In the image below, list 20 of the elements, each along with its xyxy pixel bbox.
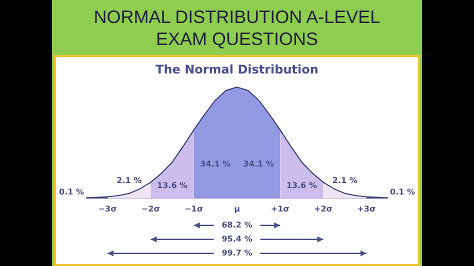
annotation: 2.1 % xyxy=(332,176,358,185)
text: 0.1 % xyxy=(390,187,415,196)
annotation: 13.6 % xyxy=(157,181,188,190)
x-tick-label: +1σ xyxy=(270,204,290,214)
x-tick-label: −2σ xyxy=(141,204,160,214)
text: 99.7 % xyxy=(222,248,252,258)
x-tick-label: +3σ xyxy=(357,204,376,214)
text: 68.2 % xyxy=(222,220,252,230)
annotation: 34.1 % xyxy=(243,159,274,168)
x-tick-label: −1σ xyxy=(184,204,204,214)
annotation: 2.1 % xyxy=(116,176,142,185)
text: 0.1 % xyxy=(59,187,84,196)
text: 95.4 % xyxy=(222,234,252,244)
annotation: 34.1 % xyxy=(200,159,231,168)
x-tick-label: −3σ xyxy=(98,204,117,214)
annotation: 13.6 % xyxy=(286,181,317,190)
chart-subtitle: The Normal Distribution xyxy=(156,62,318,76)
x-tick-label: μ xyxy=(234,204,240,214)
x-tick-label: +2σ xyxy=(314,204,333,214)
chart-title: NORMAL DISTRIBUTION A-LEVEL EXAM QUESTIONS xyxy=(92,6,382,50)
